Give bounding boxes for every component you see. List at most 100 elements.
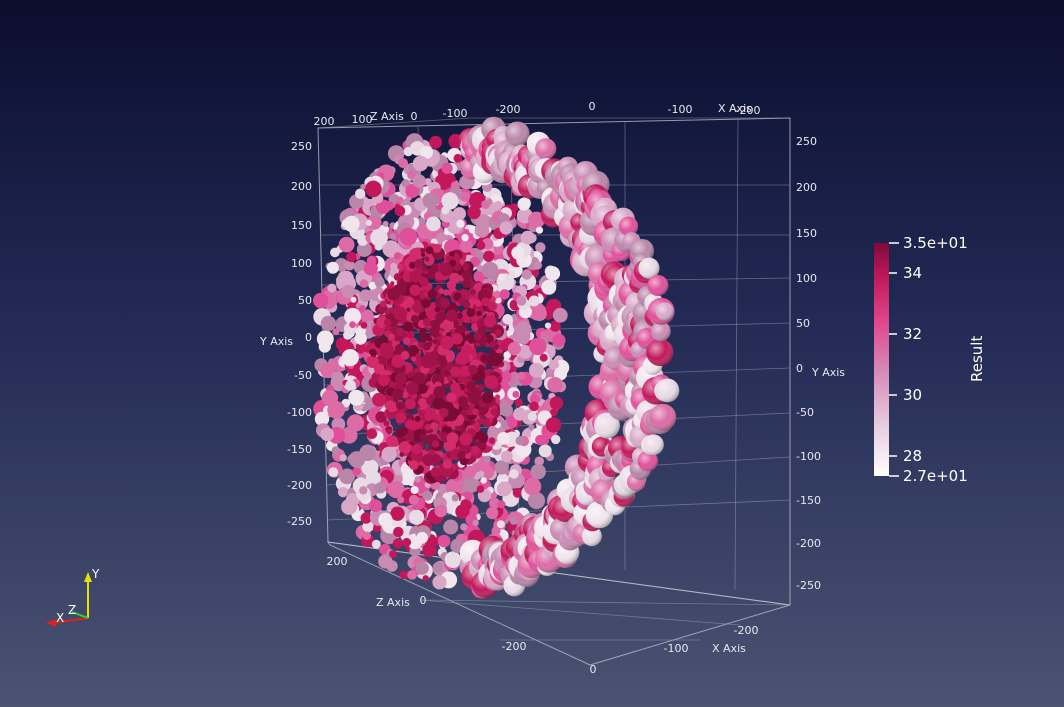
core-fragment (425, 246, 434, 255)
core-fragment (449, 251, 455, 257)
shell-fragment (529, 394, 540, 405)
shell-fragment (486, 198, 493, 205)
core-fragment (399, 452, 405, 457)
left-y-tick: 100 (291, 257, 312, 270)
core-fragment (442, 459, 453, 469)
core-fragment (469, 392, 481, 404)
left-y-tick: 0 (305, 331, 312, 344)
core-fragment (475, 342, 480, 347)
core-fragment (441, 319, 454, 332)
shell-fragment (453, 153, 463, 163)
shell-fragment (517, 197, 531, 211)
shell-fragment (530, 464, 546, 480)
core-fragment (474, 404, 480, 410)
shell-fragment (477, 470, 485, 478)
core-fragment (481, 391, 494, 404)
shell-fragment (381, 446, 397, 462)
surface-sphere-shading (655, 378, 680, 403)
surface-sphere-shading (637, 450, 658, 472)
core-fragment (418, 398, 427, 407)
core-fragment (480, 354, 487, 362)
core-fragment (472, 408, 479, 416)
core-fragment (387, 333, 395, 341)
right-y-tick: -250 (796, 579, 821, 592)
core-fragment (406, 382, 419, 395)
core-fragment (398, 441, 411, 454)
right-y-tick: 100 (796, 272, 817, 285)
shell-fragment (496, 481, 512, 497)
core-fragment (469, 288, 477, 296)
surface-sphere-shading (505, 121, 530, 147)
core-fragment (386, 428, 393, 435)
core-fragment (443, 370, 449, 376)
surface-sphere-shading (618, 216, 639, 236)
shell-fragment (476, 241, 486, 250)
shell-fragment (545, 417, 562, 433)
shell-fragment (356, 242, 372, 257)
shell-fragment (374, 277, 385, 288)
shell-fragment (389, 550, 398, 559)
shell-fragment (535, 242, 546, 253)
core-fragment (433, 386, 446, 399)
shell-fragment (447, 573, 454, 580)
shell-fragment (509, 516, 518, 525)
core-fragment (375, 411, 387, 423)
shell-fragment (515, 436, 525, 446)
shell-fragment (416, 531, 428, 544)
shell-fragment (347, 454, 357, 464)
core-fragment (395, 412, 407, 424)
core-fragment (420, 248, 426, 254)
core-fragment (424, 423, 432, 431)
shell-fragment (394, 205, 406, 217)
shell-fragment (422, 575, 429, 582)
shell-fragment (553, 367, 568, 381)
core-fragment (494, 394, 501, 400)
core-fragment (484, 315, 497, 328)
shell-fragment (509, 469, 519, 479)
particle-cloud[interactable] (313, 116, 680, 599)
shell-fragment (320, 315, 337, 332)
core-fragment (459, 365, 472, 378)
core-fragment (442, 289, 450, 296)
shell-fragment (422, 490, 433, 501)
shell-fragment (480, 477, 488, 484)
shell-fragment (368, 281, 377, 290)
shell-fragment (461, 233, 469, 242)
shell-fragment (451, 494, 459, 502)
core-fragment (438, 329, 444, 335)
shell-fragment (497, 432, 510, 445)
shell-fragment (549, 320, 561, 332)
shell-fragment (401, 179, 410, 188)
core-fragment (377, 374, 390, 387)
shell-fragment (394, 252, 402, 260)
shell-fragment (338, 236, 355, 253)
shell-fragment (474, 223, 490, 238)
shell-fragment (412, 155, 429, 172)
core-fragment (392, 440, 399, 447)
core-fragment (496, 339, 503, 346)
shell-fragment (462, 476, 480, 493)
shell-fragment (512, 390, 520, 398)
core-fragment (402, 282, 408, 288)
shell-fragment (528, 295, 540, 307)
colorbar-max-label: 3.5e+01 (903, 234, 968, 252)
shell-fragment (352, 467, 361, 476)
left-y-tick: -50 (294, 369, 312, 382)
shell-fragment (362, 520, 374, 533)
core-fragment (431, 263, 439, 272)
left-y-tick: -200 (287, 479, 312, 492)
right-y-tick: 50 (796, 317, 810, 330)
core-fragment (457, 451, 466, 460)
core-fragment (440, 298, 450, 308)
colorbar-title: Result (968, 336, 986, 382)
core-fragment (412, 417, 424, 430)
core-fragment (462, 301, 471, 309)
core-fragment (466, 381, 477, 392)
core-fragment (468, 364, 478, 375)
top-x-tick: 0 (589, 100, 596, 113)
shell-fragment (552, 333, 566, 347)
orientation-axes-widget[interactable]: Y X Z (46, 567, 100, 627)
core-fragment (404, 398, 416, 410)
shell-fragment (365, 470, 381, 486)
